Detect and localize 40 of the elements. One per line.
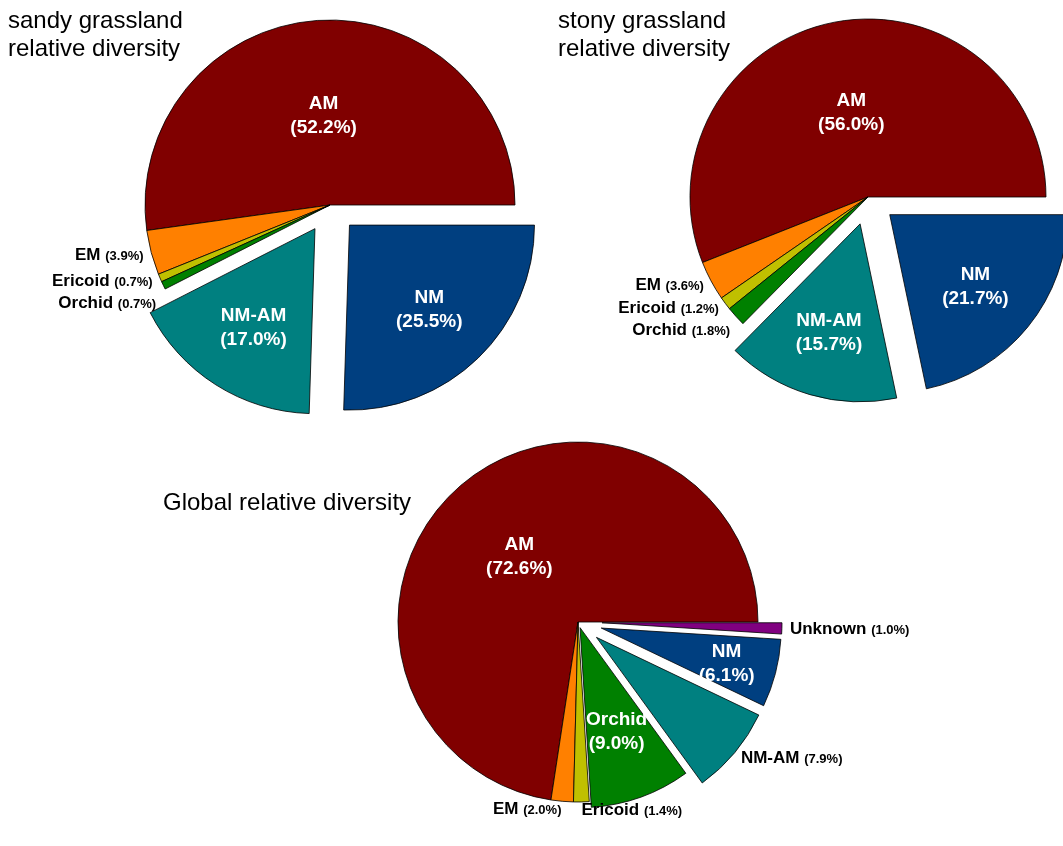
slice-label: NM-AM <box>740 747 805 767</box>
data-label: (2.0%) <box>523 802 562 818</box>
slice-label: Orchid <box>586 708 648 730</box>
data-label: (3.9%) <box>105 247 144 263</box>
data-label: (3.6%) <box>665 277 704 293</box>
slice-label: AM <box>504 532 535 554</box>
chart-title: stony grassland relative diversity <box>558 6 731 61</box>
slice-label: Unknown <box>789 618 872 638</box>
data-label: (56.0%) <box>818 112 885 134</box>
slice-label: Ericoid <box>618 298 681 318</box>
slice-label: Ericoid <box>51 271 115 291</box>
slice-label: Orchid <box>632 320 692 340</box>
data-label: (1.2%) <box>680 301 719 317</box>
data-label: (1.0%) <box>871 621 910 637</box>
slice-label: AM <box>836 88 867 110</box>
slice-label: NM <box>414 286 445 308</box>
slice-label: EM <box>492 799 524 819</box>
slice-label: NM-AM <box>220 304 287 326</box>
data-label: (1.8%) <box>691 323 731 339</box>
data-label: (9.0%) <box>588 732 645 754</box>
slice-label: NM <box>960 263 991 285</box>
data-label: (0.7%) <box>117 296 157 312</box>
data-label: (17.0%) <box>220 328 287 350</box>
slice-label: NM <box>711 639 742 661</box>
data-label: (1.4%) <box>643 802 683 818</box>
data-label: (72.6%) <box>486 556 553 578</box>
slice-label: EM <box>635 274 666 294</box>
slice-label: Orchid <box>58 293 118 313</box>
slice-label: AM <box>308 91 339 113</box>
data-label: (7.9%) <box>804 750 843 766</box>
slice-label: NM-AM <box>796 308 862 330</box>
slice-label: EM <box>74 244 106 264</box>
chart-title: sandy grassland relative diversity <box>8 6 183 61</box>
slice-label: Ericoid <box>581 799 644 819</box>
data-label: (21.7%) <box>942 287 1009 309</box>
data-label: (52.2%) <box>290 115 357 137</box>
data-label: (0.7%) <box>114 274 153 290</box>
data-label: (15.7%) <box>795 332 863 354</box>
data-label: (25.5%) <box>396 310 463 332</box>
text: Global relative diversity <box>163 488 412 515</box>
